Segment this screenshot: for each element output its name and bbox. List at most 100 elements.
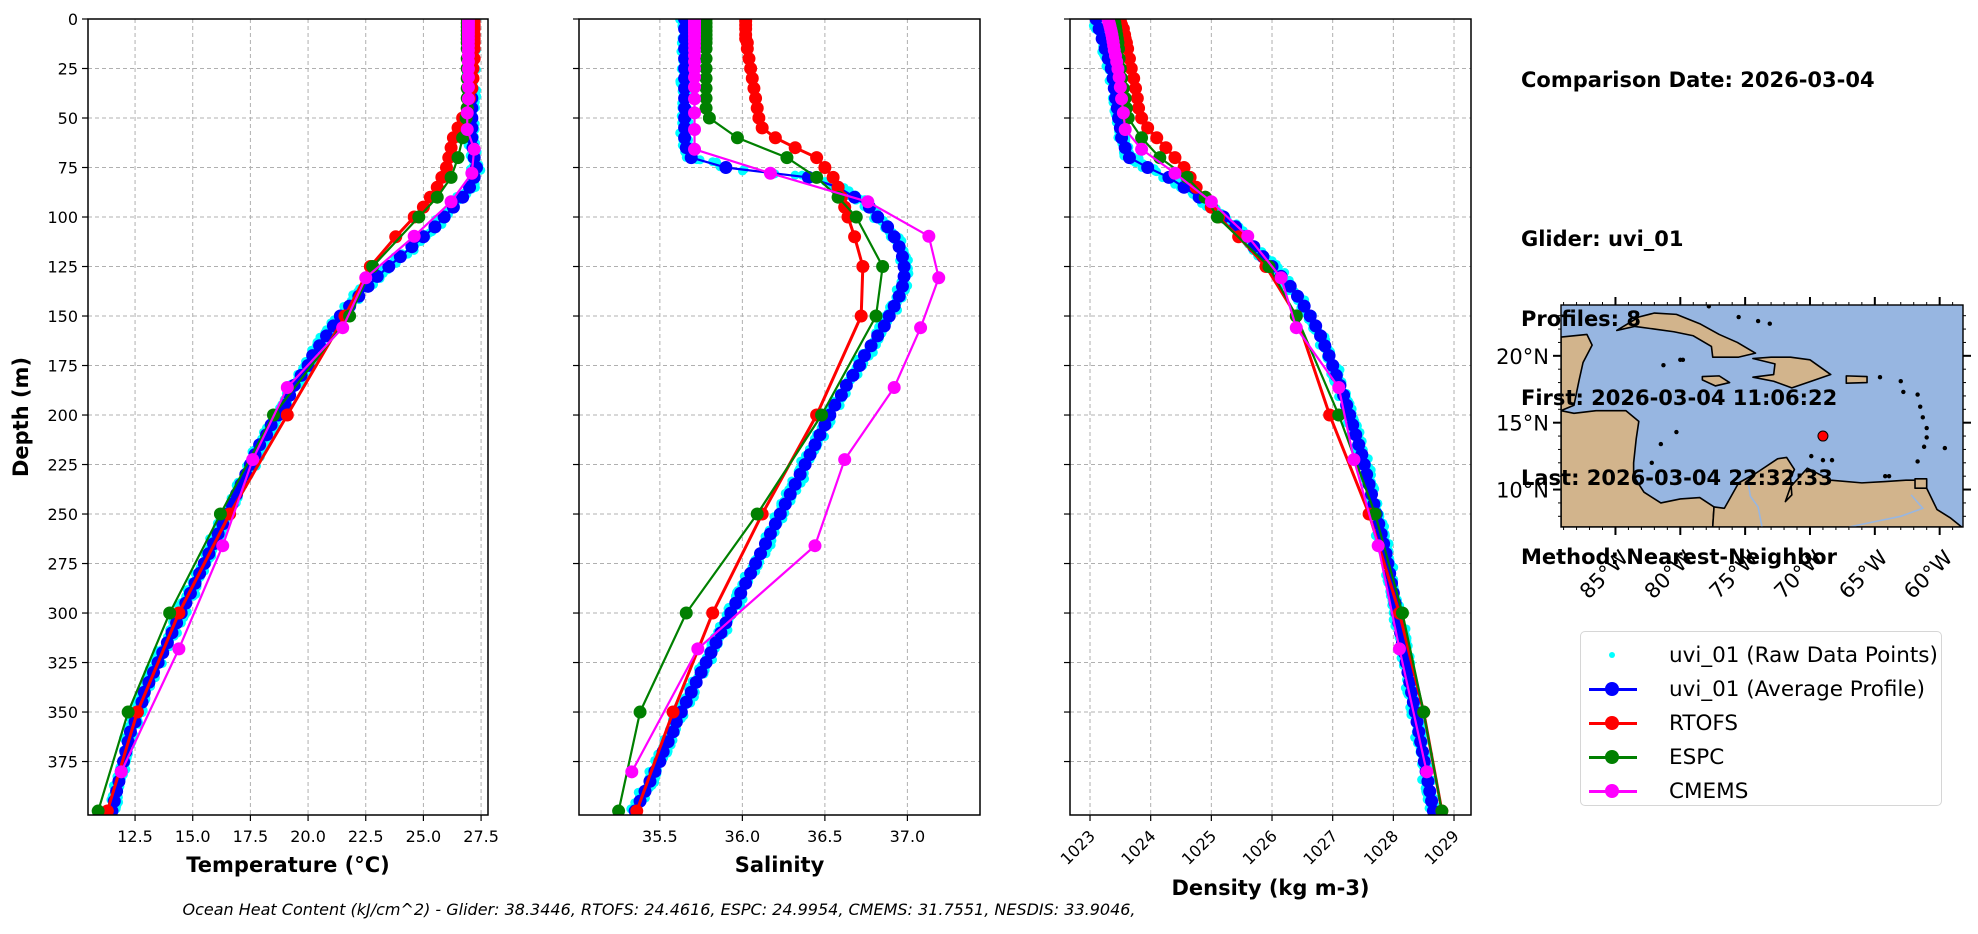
data-point xyxy=(734,586,748,600)
plot-area xyxy=(1088,19,1449,815)
x-tick-label: 17.5 xyxy=(233,827,269,846)
data-point xyxy=(1112,70,1126,84)
data-point xyxy=(854,309,868,323)
data-point xyxy=(740,42,754,56)
data-point xyxy=(876,260,890,274)
island xyxy=(1898,379,1903,384)
map-y-tick-label: 10°N xyxy=(1496,479,1549,503)
data-point xyxy=(699,656,713,670)
land-puerto-rico xyxy=(1845,375,1868,385)
y-tick-label: 50 xyxy=(58,109,78,128)
data-point xyxy=(216,539,230,553)
island xyxy=(1661,362,1666,368)
data-point xyxy=(869,309,883,323)
data-point xyxy=(706,606,720,620)
data-point xyxy=(798,458,812,472)
data-point xyxy=(1141,121,1155,135)
data-point xyxy=(1435,804,1449,815)
data-point xyxy=(1289,321,1303,335)
data-point xyxy=(773,507,787,521)
y-tick-label: 0 xyxy=(68,10,78,29)
data-point xyxy=(213,507,227,521)
plot-area xyxy=(612,19,946,815)
data-point xyxy=(1343,408,1357,422)
data-point xyxy=(1309,319,1323,333)
data-point xyxy=(461,70,475,84)
data-point xyxy=(856,260,870,274)
x-tick-label: 1025 xyxy=(1178,826,1220,868)
legend-label: uvi_01 (Raw Data Points) xyxy=(1669,642,1938,668)
data-point xyxy=(808,539,822,553)
data-point xyxy=(1130,91,1144,105)
data-point xyxy=(818,161,832,175)
data-point xyxy=(1346,418,1360,432)
data-point xyxy=(932,271,946,285)
data-point xyxy=(1421,774,1435,788)
island xyxy=(1658,441,1664,447)
data-point xyxy=(678,81,692,95)
data-point xyxy=(130,705,144,719)
data-point xyxy=(881,220,895,234)
data-point xyxy=(1204,195,1218,209)
data-point xyxy=(389,230,403,244)
island xyxy=(1886,473,1892,479)
data-point xyxy=(730,131,744,145)
legend-label: ESPC xyxy=(1669,744,1725,770)
island xyxy=(1829,457,1835,463)
data-point xyxy=(793,467,807,481)
data-point xyxy=(91,804,105,815)
data-point xyxy=(1332,408,1346,422)
data-point xyxy=(320,329,334,343)
y-tick-label: 125 xyxy=(47,258,78,277)
first-time: First: 2026-03-04 11:06:22 xyxy=(1521,386,1838,410)
data-point xyxy=(1323,408,1337,422)
data-point xyxy=(745,71,759,85)
data-point xyxy=(691,642,705,656)
data-point xyxy=(612,804,626,815)
x-tick-label: 35.5 xyxy=(642,827,678,846)
land-cuba xyxy=(1615,312,1757,358)
data-point xyxy=(849,210,863,224)
data-point xyxy=(808,438,822,452)
data-point xyxy=(1326,359,1340,373)
data-point xyxy=(1314,329,1328,343)
raw-data-points xyxy=(106,19,486,814)
data-point xyxy=(752,111,766,125)
method: Method: Nearest-Neighbor xyxy=(1521,545,1837,569)
data-point xyxy=(633,705,647,719)
data-point xyxy=(1274,271,1288,285)
data-point xyxy=(699,101,713,115)
data-point xyxy=(359,271,373,285)
data-point xyxy=(897,260,911,274)
x-tick-label: 22.5 xyxy=(348,827,384,846)
data-point xyxy=(679,695,693,709)
data-point xyxy=(1118,141,1132,155)
data-point xyxy=(694,665,708,679)
land-trinidad xyxy=(1914,478,1928,490)
data-point xyxy=(1132,101,1146,115)
data-point xyxy=(1141,161,1155,175)
data-point xyxy=(1113,80,1127,94)
data-point xyxy=(1420,765,1434,779)
espc-line-marker-icon xyxy=(1589,747,1637,767)
data-point xyxy=(1129,81,1143,95)
island xyxy=(1755,318,1761,324)
data-point xyxy=(382,260,396,274)
data-point xyxy=(895,250,909,264)
series-cmems xyxy=(1101,19,1434,779)
data-point xyxy=(1410,715,1424,729)
data-point xyxy=(1122,151,1136,165)
data-point xyxy=(1318,339,1332,353)
series-rtofs xyxy=(1113,19,1449,815)
grid xyxy=(88,18,488,815)
river xyxy=(1848,494,1925,527)
data-point xyxy=(679,606,693,620)
data-point xyxy=(1303,309,1317,323)
series-espc xyxy=(612,19,890,815)
data-point xyxy=(294,368,308,382)
land-hispaniola xyxy=(1752,356,1832,389)
data-point xyxy=(666,725,680,739)
data-point xyxy=(405,240,419,254)
data-point xyxy=(763,527,777,541)
